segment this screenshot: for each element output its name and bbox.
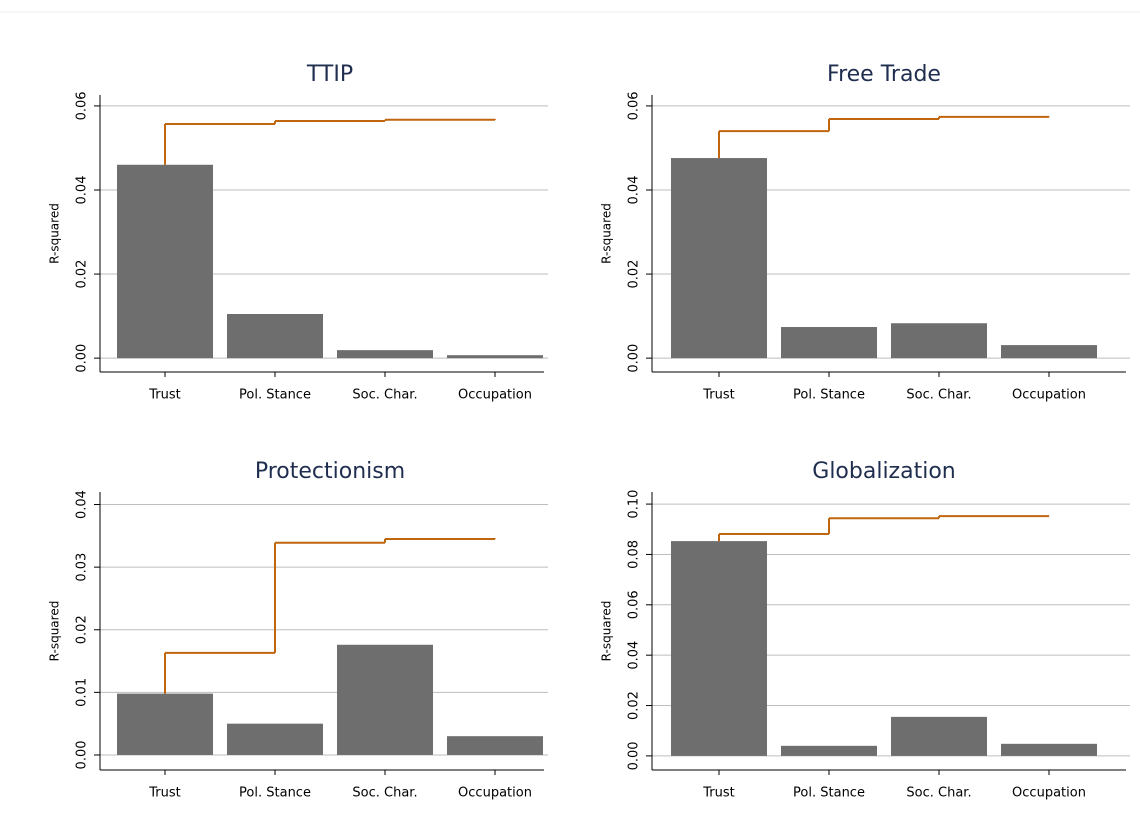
y-tick-label: 0.02 bbox=[75, 615, 90, 644]
y-tick-label: 0.06 bbox=[627, 91, 642, 120]
panel-title: Free Trade bbox=[827, 62, 941, 87]
bar bbox=[891, 323, 987, 359]
bar bbox=[117, 164, 213, 359]
y-tick-label: 0.06 bbox=[75, 91, 90, 120]
y-axis-label: R-squared bbox=[48, 601, 62, 662]
y-tick-label: 0.04 bbox=[627, 176, 642, 205]
x-tick-label: Pol. Stance bbox=[793, 786, 865, 801]
x-tick-label: Soc. Char. bbox=[906, 388, 971, 403]
x-tick-label: Occupation bbox=[1012, 388, 1086, 403]
y-tick-label: 0.04 bbox=[75, 176, 90, 205]
y-tick-label: 0.00 bbox=[75, 740, 90, 769]
bar bbox=[1001, 345, 1097, 359]
y-tick-label: 0.00 bbox=[627, 741, 642, 770]
bar bbox=[891, 716, 987, 756]
x-tick-label: Soc. Char. bbox=[352, 786, 417, 801]
bar bbox=[337, 644, 433, 755]
x-tick-label: Occupation bbox=[458, 388, 532, 403]
bar bbox=[337, 350, 433, 359]
y-tick-label: 0.02 bbox=[627, 260, 642, 289]
y-tick-label: 0.06 bbox=[627, 590, 642, 619]
bar bbox=[671, 158, 767, 359]
x-tick-label: Occupation bbox=[1012, 786, 1086, 801]
bar bbox=[227, 723, 323, 755]
y-tick-label: 0.02 bbox=[627, 691, 642, 720]
panel-title: Globalization bbox=[812, 459, 955, 484]
x-tick-label: Trust bbox=[702, 786, 734, 801]
y-axis-label: R-squared bbox=[600, 601, 614, 662]
x-tick-label: Trust bbox=[702, 388, 734, 403]
panel-title: Protectionism bbox=[255, 459, 405, 484]
bar bbox=[781, 745, 877, 756]
x-tick-label: Occupation bbox=[458, 786, 532, 801]
x-tick-label: Trust bbox=[148, 388, 180, 403]
bar bbox=[671, 541, 767, 756]
x-tick-label: Pol. Stance bbox=[793, 388, 865, 403]
x-tick-label: Soc. Char. bbox=[352, 388, 417, 403]
x-tick-label: Pol. Stance bbox=[239, 388, 311, 403]
bar bbox=[781, 327, 877, 359]
bar bbox=[447, 736, 543, 755]
y-tick-label: 0.00 bbox=[627, 344, 642, 373]
y-tick-label: 0.03 bbox=[75, 553, 90, 582]
bar bbox=[117, 693, 213, 755]
y-tick-label: 0.00 bbox=[75, 344, 90, 373]
bar bbox=[447, 355, 543, 359]
panel-title: TTIP bbox=[306, 62, 353, 87]
bar bbox=[227, 313, 323, 359]
y-axis-label: R-squared bbox=[600, 203, 614, 264]
y-tick-label: 0.04 bbox=[75, 490, 90, 519]
x-tick-label: Pol. Stance bbox=[239, 786, 311, 801]
y-tick-label: 0.10 bbox=[627, 490, 642, 519]
x-tick-label: Soc. Char. bbox=[906, 786, 971, 801]
y-axis-label: R-squared bbox=[48, 203, 62, 264]
x-tick-label: Trust bbox=[148, 786, 180, 801]
y-tick-label: 0.02 bbox=[75, 260, 90, 289]
y-tick-label: 0.04 bbox=[627, 641, 642, 670]
bar bbox=[1001, 743, 1097, 756]
y-tick-label: 0.08 bbox=[627, 540, 642, 569]
y-tick-label: 0.01 bbox=[75, 678, 90, 707]
